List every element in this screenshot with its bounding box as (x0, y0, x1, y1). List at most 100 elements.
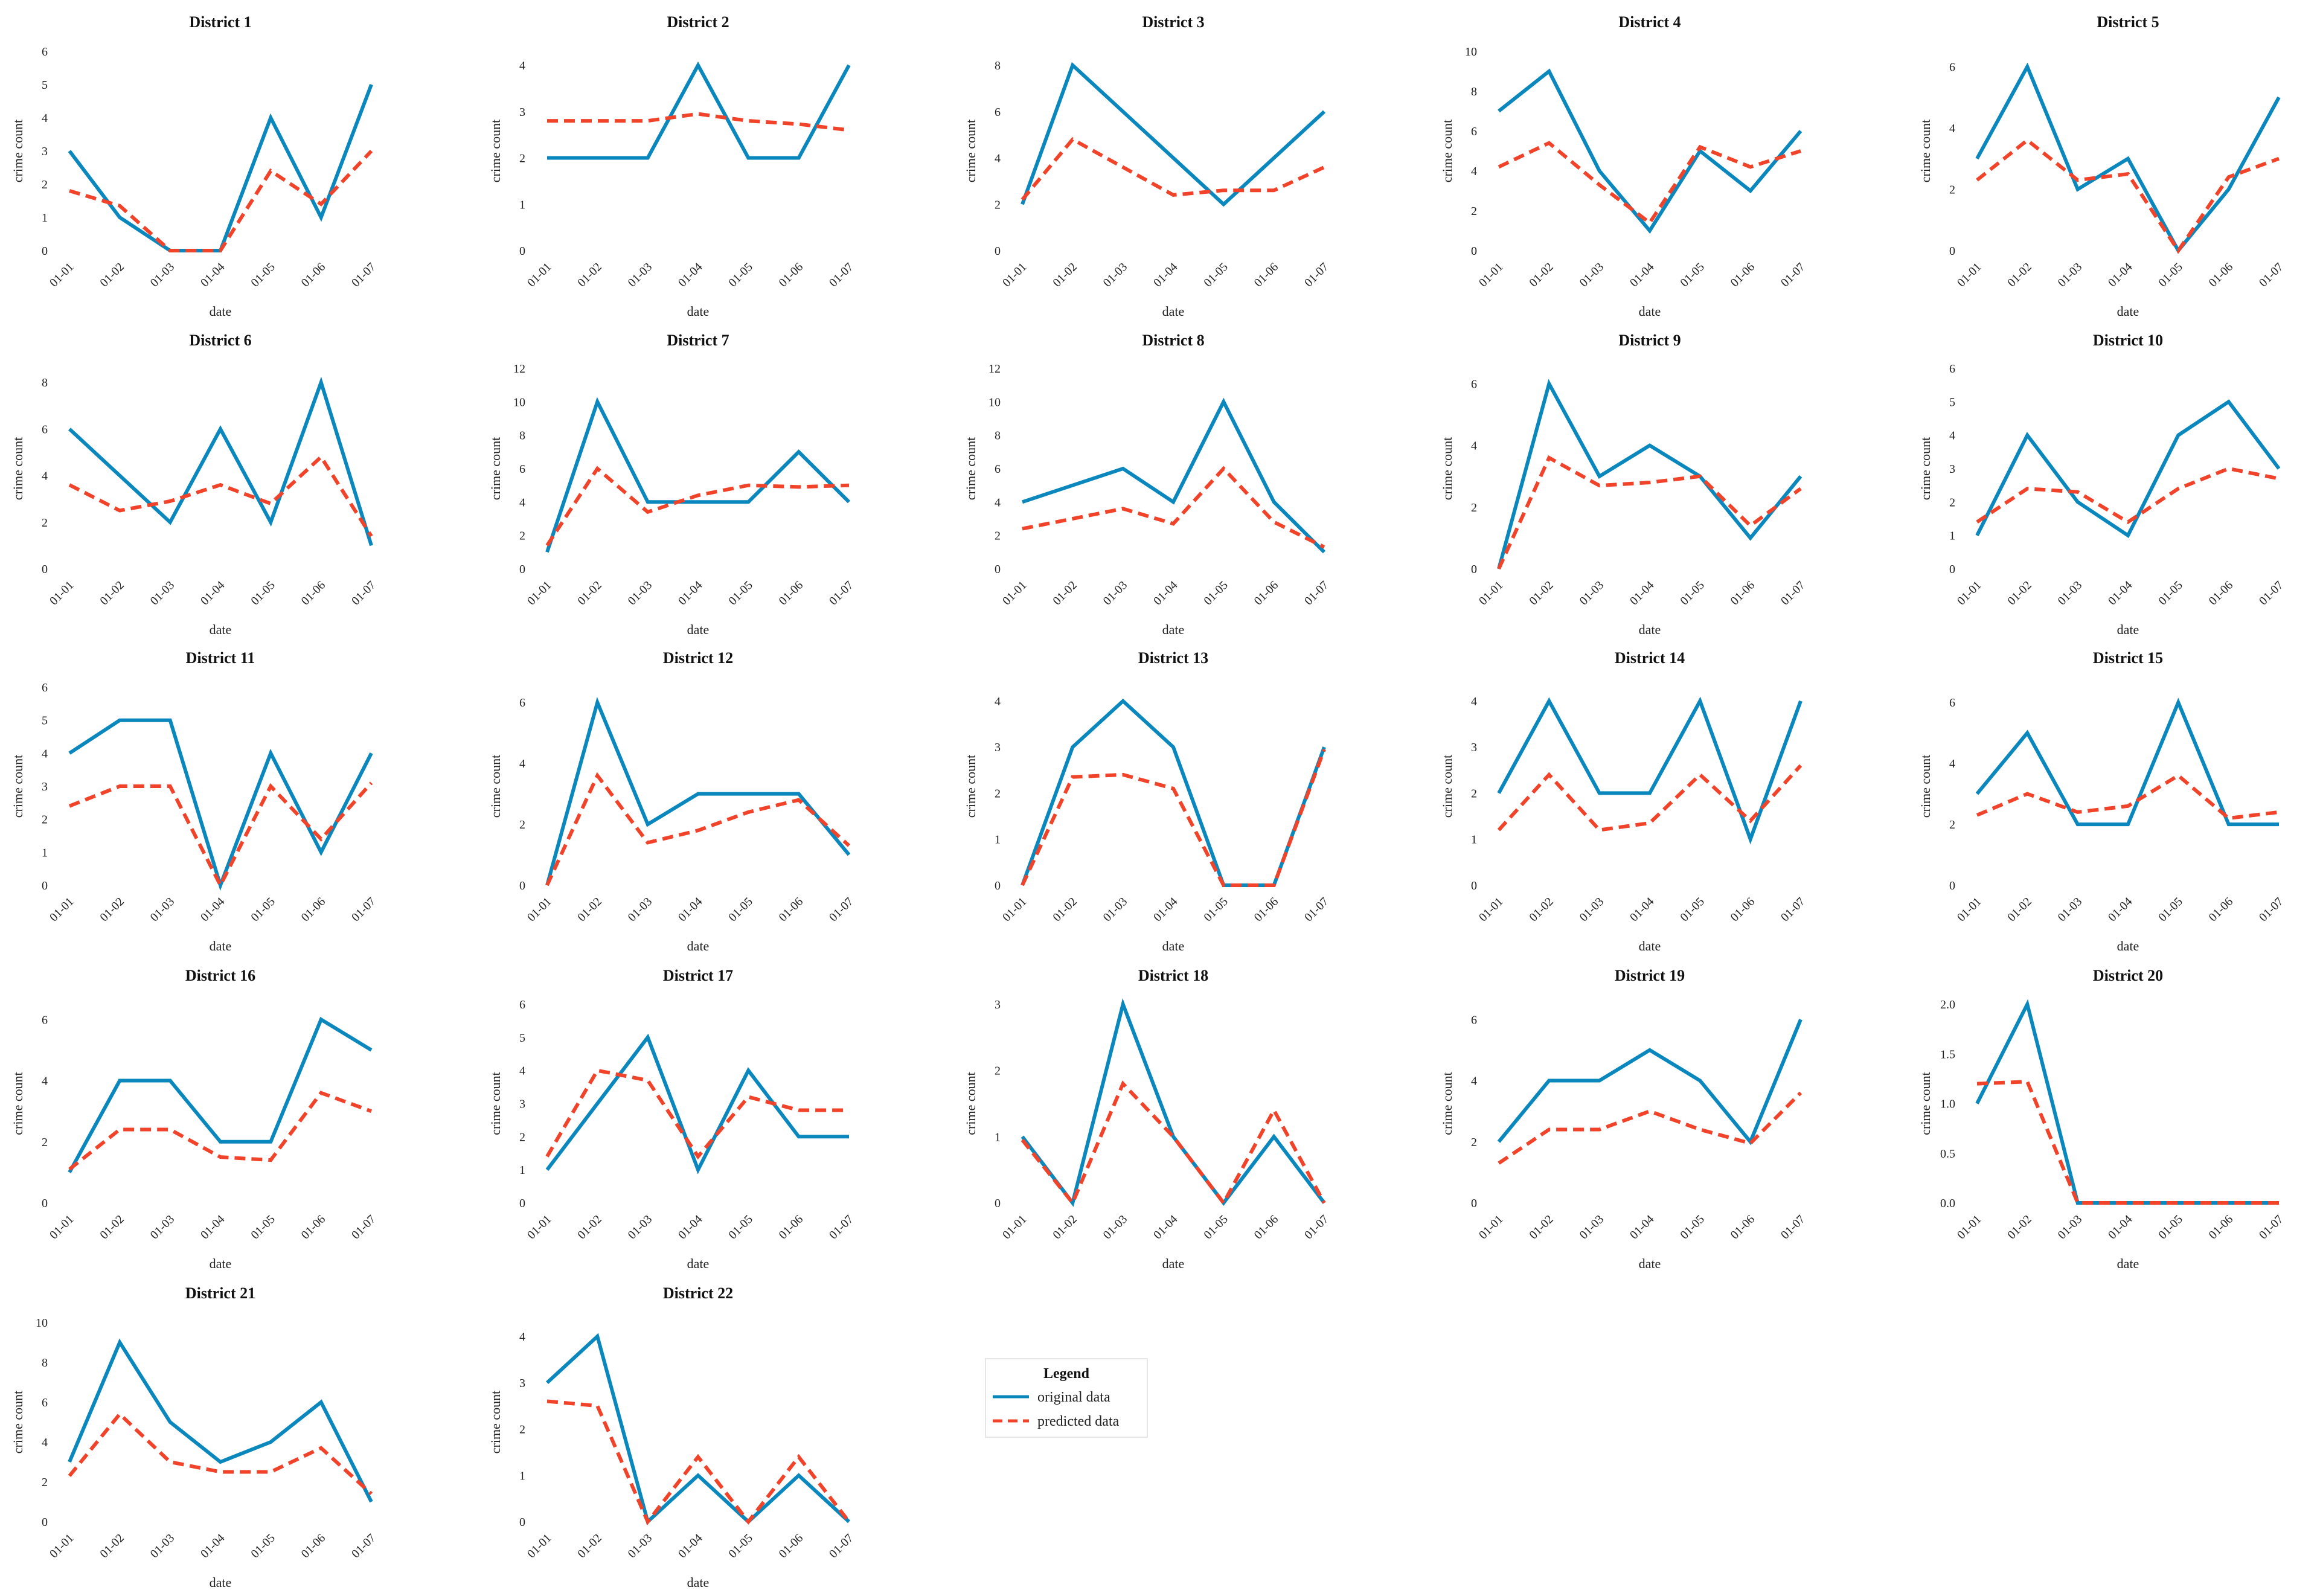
panel-title: District 1 (189, 13, 251, 31)
x-tick-label: 01-03 (626, 1213, 655, 1242)
series-original-line (1975, 999, 2279, 1205)
y-tick-label: 2 (519, 1423, 525, 1437)
x-tick-label: 01-05 (726, 895, 755, 925)
x-tick-label: 01-06 (1252, 1213, 1281, 1242)
x-axis-label: date (687, 938, 710, 953)
y-tick-label: 0 (519, 879, 525, 893)
y-tick-label: 0 (1949, 879, 1955, 893)
y-tick-label: 6 (1471, 125, 1477, 138)
x-tick-label: 01-03 (626, 260, 655, 290)
y-tick-label: 4 (42, 112, 48, 125)
x-tick-label: 01-05 (2156, 1213, 2185, 1242)
panel-title: District 15 (2093, 649, 2163, 667)
series-original-line (545, 397, 851, 553)
x-tick-label: 01-03 (1577, 895, 1607, 925)
y-tick-label: 0 (42, 879, 48, 893)
y-tick-label: 4 (42, 1075, 48, 1088)
y-tick-label: 1 (519, 1469, 525, 1482)
x-tick-label: 01-05 (726, 260, 755, 290)
x-tick-label: 01-05 (2156, 578, 2185, 608)
y-tick-label: 0 (42, 1197, 48, 1210)
panel-district-12: District 12 0 2 4 6 crime count 01-01 01-02 01-0… (488, 649, 856, 953)
y-tick-label: 4 (519, 496, 525, 509)
x-tick-label: 01-04 (1627, 578, 1657, 608)
panel-district-8: District 8 0 2 4 6 8 10 12 crime count 01-01 01-02… (963, 332, 1331, 637)
y-tick-label: 0 (42, 1516, 48, 1529)
y-tick-label: 3 (42, 145, 48, 158)
x-tick-label: 01-03 (148, 895, 178, 925)
panel-title: District 14 (1615, 649, 1685, 667)
x-tick-label: 01-01 (1476, 260, 1506, 290)
y-tick-label: 10 (1465, 45, 1477, 59)
x-tick-label: 01-03 (1577, 1213, 1607, 1242)
x-tick-label: 01-01 (525, 895, 554, 925)
x-tick-label: 01-06 (299, 1531, 328, 1561)
x-tick-label: 01-06 (777, 895, 806, 925)
x-tick-label: 01-01 (525, 1531, 554, 1561)
x-tick-label: 01-07 (1302, 260, 1331, 290)
x-axis-label: date (210, 622, 232, 637)
x-tick-label: 01-05 (726, 1531, 755, 1561)
y-tick-label: 1 (519, 1164, 525, 1177)
y-axis-label: crime count (1440, 1072, 1455, 1135)
x-tick-label: 01-06 (777, 1213, 806, 1242)
y-tick-label: 6 (1471, 1013, 1477, 1027)
x-tick-label: 01-05 (726, 1213, 755, 1242)
y-axis-label: crime count (963, 437, 978, 500)
x-axis-label: date (1162, 304, 1185, 319)
x-tick-label: 01-07 (2257, 1213, 2286, 1242)
y-tick-label: 6 (1949, 696, 1955, 710)
x-tick-label: 01-01 (1955, 260, 1984, 290)
y-tick-label: 1.5 (1940, 1048, 1955, 1061)
y-tick-label: 4 (519, 59, 525, 72)
x-tick-label: 01-04 (198, 578, 228, 608)
y-tick-label: 4 (1471, 440, 1477, 453)
series-predicted-line (546, 1399, 851, 1525)
panel-district-3: District 3 0 2 4 6 8 crime count 01-01 01-02 01-0… (963, 13, 1331, 319)
y-axis-label: crime count (963, 1072, 978, 1135)
x-tick-label: 01-01 (1955, 895, 1984, 925)
panel-title: District 22 (663, 1284, 733, 1302)
panel-district-19: District 19 0 2 4 6 crime count 01-01 01-02 01-0… (1440, 967, 1808, 1271)
x-tick-label: 01-02 (575, 895, 604, 925)
x-tick-label: 01-06 (777, 578, 806, 608)
panel-district-9: District 9 0 2 4 6 crime count 01-01 01-02 01-03… (1440, 332, 1808, 637)
x-tick-label: 01-05 (1201, 260, 1231, 290)
x-axis-label: date (210, 1575, 232, 1590)
y-axis-label: crime count (1918, 120, 1933, 182)
series-original-line (1497, 1019, 1802, 1146)
y-tick-label: 5 (1949, 396, 1955, 409)
series-predicted-line (1021, 136, 1325, 201)
x-tick-label: 01-06 (777, 1531, 806, 1561)
y-tick-label: 0 (42, 563, 48, 576)
y-tick-label: 2 (519, 530, 525, 543)
panel-district-22: District 22 0 1 2 3 4 crime count 01-01 01-02 01-… (488, 1284, 856, 1590)
x-tick-label: 01-07 (827, 895, 856, 925)
y-tick-label: 6 (519, 696, 525, 710)
y-tick-label: 4 (1471, 695, 1477, 708)
panel-title: District 5 (2097, 13, 2159, 31)
x-axis-label: date (1639, 1256, 1661, 1271)
x-tick-label: 01-06 (1252, 260, 1281, 290)
x-tick-label: 01-02 (2005, 578, 2034, 608)
y-tick-label: 2 (1471, 501, 1477, 514)
y-tick-label: 5 (42, 714, 48, 728)
x-tick-label: 01-02 (1527, 578, 1556, 608)
x-axis-label: date (210, 1256, 232, 1271)
series-predicted-line (1498, 1091, 1802, 1165)
y-tick-label: 2 (42, 178, 48, 191)
panel-title: District 9 (1618, 332, 1681, 349)
panel-district-16: District 16 0 2 4 6 crime count 01-01 01-02 01-0… (10, 967, 379, 1271)
series-predicted-line (1498, 141, 1801, 226)
series-predicted-line (1021, 748, 1326, 887)
y-tick-label: 3 (519, 106, 525, 119)
y-tick-label: 1.0 (1940, 1098, 1955, 1111)
x-tick-label: 01-04 (198, 1213, 228, 1242)
y-tick-label: 0 (519, 1197, 525, 1210)
panel-district-6: District 6 0 2 4 6 8 crime count 01-01 01-02 01-0… (10, 332, 379, 637)
x-tick-label: 01-05 (248, 895, 278, 925)
series-predicted-line (1976, 1080, 2279, 1205)
y-tick-label: 2 (995, 1065, 1001, 1078)
x-tick-label: 01-04 (1151, 1213, 1181, 1242)
y-tick-label: 0 (1949, 245, 1955, 258)
